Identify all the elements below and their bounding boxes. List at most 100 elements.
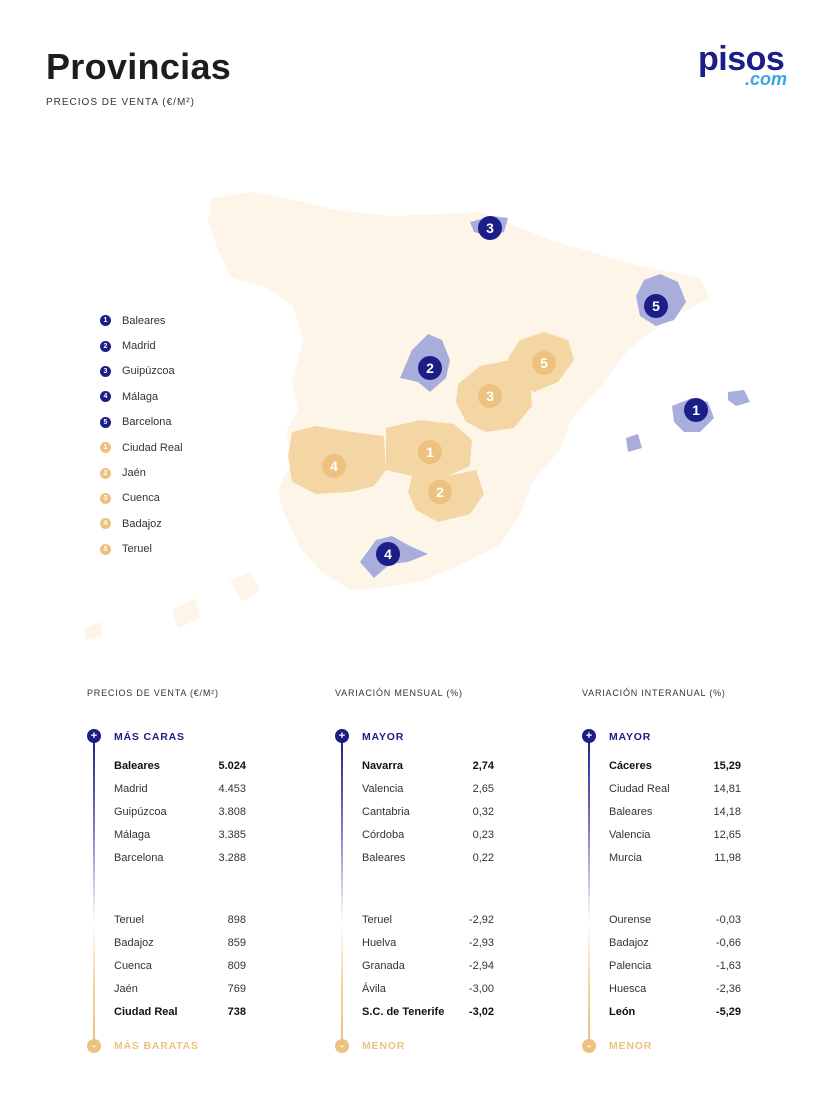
marker-cheap-5	[532, 351, 556, 375]
row-name: Jaén	[114, 982, 138, 995]
row-name: Badajoz	[609, 937, 649, 950]
marker-cheap-2	[428, 480, 452, 504]
marker-cheap-4-label: 4	[330, 458, 338, 474]
marker-cheap-2-label: 2	[436, 484, 444, 500]
table-row: Teruel 898	[114, 909, 246, 932]
legend-label: Ciudad Real	[122, 441, 183, 454]
row-name: Palencia	[609, 959, 652, 972]
table-row: Teruel -2,92	[362, 909, 494, 932]
legend-number: 2	[100, 340, 111, 352]
table-row: Baleares 14,18	[609, 801, 741, 824]
table-row: Navarra 2,74	[362, 755, 494, 778]
logo-main-text: pisos	[698, 40, 785, 78]
top-label: MAYOR	[362, 731, 405, 743]
table-title: VARIACIÓN MENSUAL (%)	[335, 688, 463, 698]
table-row: Córdoba 0,23	[362, 823, 494, 846]
table-row: Valencia 12,65	[609, 823, 741, 846]
row-name: Cantabria	[362, 805, 410, 818]
top-rows: Navarra 2,74 Valencia 2,65 Cantabria 0,32 C…	[362, 755, 494, 869]
row-value: 14,18	[713, 805, 741, 818]
row-name: Teruel	[114, 914, 144, 927]
row-value: 898	[227, 914, 246, 927]
marker-expensive-3	[478, 216, 502, 240]
legend-number: 2	[100, 467, 111, 479]
row-name: Cuenca	[114, 959, 152, 972]
row-value: 0,22	[472, 851, 494, 864]
island-menorca	[728, 390, 750, 406]
bottom-label: MÁS BARATAS	[114, 1040, 199, 1052]
row-value: 809	[227, 959, 246, 972]
row-name: Baleares	[609, 805, 653, 818]
marker-cheap-4	[322, 454, 346, 478]
row-name: Barcelona	[114, 851, 164, 864]
row-name: Huesca	[609, 982, 647, 995]
table-title: VARIACIÓN INTERANUAL (%)	[582, 688, 726, 698]
row-value: 15,29	[713, 760, 741, 773]
legend-item: 5 Barcelona	[100, 410, 183, 435]
table-row: Guipúzcoa 3.808	[114, 801, 246, 824]
row-value: 12,65	[713, 828, 741, 841]
table-row: S.C. de Tenerife -3,02	[362, 1000, 494, 1023]
marker-expensive-1	[684, 398, 708, 422]
legend-number: 3	[100, 365, 111, 377]
marker-expensive-5-label: 5	[652, 298, 660, 314]
row-value: 3.808	[218, 805, 246, 818]
row-value: 5.024	[218, 760, 246, 773]
row-name: Málaga	[114, 828, 151, 841]
table-row: León -5,29	[609, 1000, 741, 1023]
marker-cheap-3-label: 3	[486, 388, 494, 404]
marker-cheap-1	[418, 440, 442, 464]
marker-expensive-2-label: 2	[426, 360, 434, 376]
top-rows: Cáceres 15,29 Ciudad Real 14,81 Baleares 14…	[609, 755, 741, 869]
legend-label: Teruel	[122, 543, 152, 556]
legend-number: 1	[100, 442, 111, 454]
islands-southwest	[84, 572, 260, 640]
legend-number: 4	[100, 518, 111, 530]
table-row: Baleares 0,22	[362, 846, 494, 869]
table-row: Madrid 4.453	[114, 778, 246, 801]
plus-icon: +	[335, 729, 349, 743]
row-value: -1,63	[715, 959, 741, 972]
row-value: 738	[227, 1005, 246, 1018]
marker-expensive-1-label: 1	[692, 402, 700, 418]
row-value: 2,65	[472, 783, 494, 796]
row-name: Baleares	[114, 760, 160, 773]
legend-item: 4 Badajoz	[100, 511, 183, 536]
legend-number: 5	[100, 416, 111, 428]
table-precios: PRECIOS DE VENTA (€/M²) + MÁS CARAS Bale…	[87, 688, 252, 1053]
gradient-line	[341, 736, 343, 1046]
marker-expensive-3-label: 3	[486, 220, 494, 236]
row-value: -2,36	[715, 982, 741, 995]
map-markers: 1 2 3 4 5 1 2 3 4 5	[322, 216, 708, 566]
table-row: Palencia -1,63	[609, 955, 741, 978]
row-value: -2,93	[468, 937, 494, 950]
row-name: Cáceres	[609, 760, 652, 773]
row-value: 769	[227, 982, 246, 995]
legend-label: Barcelona	[122, 416, 172, 429]
bottom-rows: Teruel -2,92 Huelva -2,93 Granada -2,94 Ávi…	[362, 909, 494, 1023]
bottom-rows: Teruel 898 Badajoz 859 Cuenca 809 Jaén 769 C…	[114, 909, 246, 1023]
row-value: -0,03	[715, 914, 741, 927]
row-name: Ourense	[609, 914, 652, 927]
table-row: Ciudad Real 14,81	[609, 778, 741, 801]
bottom-label: MENOR	[362, 1040, 406, 1052]
legend-label: Guipúzcoa	[122, 365, 175, 378]
minus-icon: -	[87, 1039, 101, 1053]
table-row: Baleares 5.024	[114, 755, 246, 778]
row-name: Teruel	[362, 914, 392, 927]
row-name: Ciudad Real	[609, 783, 670, 796]
page-title: Provincias	[46, 46, 232, 87]
table-title: PRECIOS DE VENTA (€/M²)	[87, 688, 219, 698]
marker-cheap-5-label: 5	[540, 355, 548, 371]
row-name: Guipúzcoa	[114, 805, 167, 818]
legend-item: 5 Teruel	[100, 537, 183, 562]
row-value: 859	[227, 937, 246, 950]
table-row: Ciudad Real 738	[114, 1000, 246, 1023]
row-value: 11,98	[714, 851, 741, 864]
table-row: Badajoz 859	[114, 932, 246, 955]
table-row: Barcelona 3.288	[114, 846, 246, 869]
gradient-line	[93, 736, 95, 1046]
marker-cheap-3	[478, 384, 502, 408]
legend-item: 4 Málaga	[100, 384, 183, 409]
brand-logo[interactable]: pisos .com	[698, 40, 798, 92]
